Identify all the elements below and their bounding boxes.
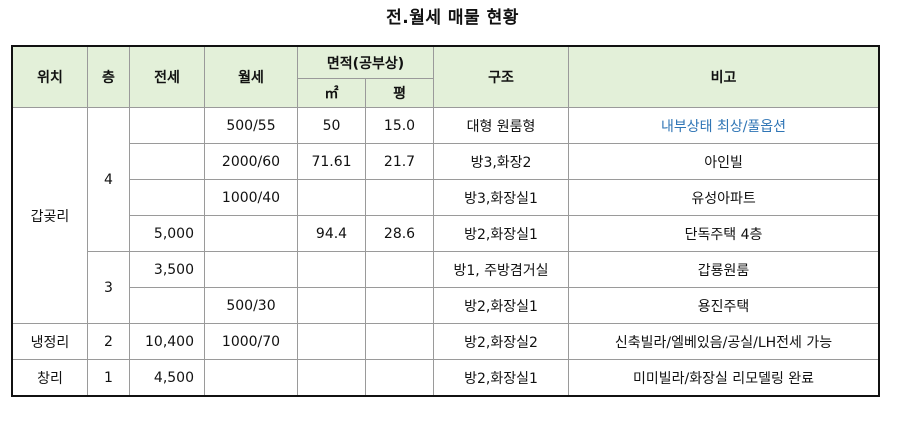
structure-cell: 방2,화장실1 (433, 287, 570, 324)
wolse-cell: 1000/40 (204, 179, 298, 216)
structure-cell: 방2,화장실2 (433, 323, 570, 360)
table-row: 1000/40 방3,화장실1 유성아파트 (13, 179, 880, 216)
header-structure: 구조 (433, 46, 570, 108)
wolse-cell (204, 359, 298, 396)
area-m2-cell: 50 (297, 107, 366, 144)
note-cell: 미미빌라/화장실 리모델링 완료 (568, 359, 880, 396)
area-pyeong-cell: 28.6 (364, 215, 435, 252)
wolse-cell: 1000/70 (204, 323, 298, 360)
header-area-m2: ㎡ (297, 78, 366, 108)
structure-cell: 방2,화장실1 (433, 359, 570, 396)
location-cell: 냉정리 (12, 323, 88, 360)
structure-cell: 대형 원룸형 (433, 107, 570, 144)
area-pyeong-cell: 15.0 (364, 107, 435, 144)
note-cell: 내부상태 최상/풀옵션 (568, 107, 880, 144)
jeonse-cell: 3,500 (129, 251, 205, 288)
table-row: 500/30 방2,화장실1 용진주택 (13, 287, 880, 324)
table-body: 갑곶리 4 500/55 50 15.0 대형 원룸형 내부상태 최상/풀옵션 … (12, 107, 880, 396)
floor-cell: 1 (87, 359, 130, 396)
wolse-cell: 2000/60 (204, 143, 298, 180)
area-m2-cell (297, 359, 366, 396)
note-cell: 단독주택 4층 (568, 215, 880, 252)
header-floor: 층 (87, 46, 130, 108)
wolse-cell (204, 251, 298, 288)
jeonse-cell: 10,400 (129, 323, 205, 360)
header-area-pyeong: 평 (364, 78, 435, 108)
wolse-cell: 500/30 (204, 287, 298, 324)
area-pyeong-cell (364, 179, 435, 216)
header-location: 위치 (12, 46, 88, 108)
table-row: 5,000 94.4 28.6 방2,화장실1 단독주택 4층 (13, 215, 880, 252)
note-cell: 아인빌 (568, 143, 880, 180)
listing-table: 위치 층 전세 월세 면적(공부상) 구조 비고 ㎡ 평 갑곶리 4 500/5… (12, 46, 880, 396)
area-m2-cell (297, 251, 366, 288)
area-m2-cell (297, 287, 366, 324)
structure-cell: 방1, 주방겸거실 (433, 251, 570, 288)
location-cell: 창리 (12, 359, 88, 396)
structure-cell: 방3,화장실1 (433, 179, 570, 216)
wolse-cell: 500/55 (204, 107, 298, 144)
area-m2-cell (297, 323, 366, 360)
location-cell: 갑곶리 (12, 107, 88, 324)
table-row: 냉정리 2 10,400 1000/70 방2,화장실2 신축빌라/엘베있음/공… (12, 323, 880, 360)
header-area: 면적(공부상) (296, 46, 435, 79)
wolse-cell (204, 215, 298, 252)
note-cell: 갑룡원룸 (568, 251, 880, 288)
area-m2-cell (297, 179, 366, 216)
jeonse-cell (129, 287, 205, 324)
jeonse-cell (129, 143, 205, 180)
floor-cell: 2 (87, 323, 130, 360)
table-row: 3 3,500 방1, 주방겸거실 갑룡원룸 (13, 251, 880, 324)
table-row: 창리 1 4,500 방2,화장실1 미미빌라/화장실 리모델링 완료 (12, 359, 880, 396)
note-cell: 용진주택 (568, 287, 880, 324)
area-pyeong-cell (364, 359, 435, 396)
note-cell: 유성아파트 (568, 179, 880, 216)
jeonse-cell: 4,500 (129, 359, 205, 396)
area-pyeong-cell: 21.7 (364, 143, 435, 180)
header-wolse: 월세 (204, 46, 298, 108)
area-pyeong-cell (364, 251, 435, 288)
jeonse-cell (129, 107, 205, 144)
note-cell: 신축빌라/엘베있음/공실/LH전세 가능 (568, 323, 880, 360)
structure-cell: 방3,화장2 (433, 143, 570, 180)
structure-cell: 방2,화장실1 (433, 215, 570, 252)
header-note: 비고 (568, 46, 880, 108)
table-row: 갑곶리 4 500/55 50 15.0 대형 원룸형 내부상태 최상/풀옵션 (12, 107, 880, 324)
floor-cell: 4 (87, 107, 130, 252)
floor-cell: 3 (87, 251, 130, 324)
area-pyeong-cell (364, 323, 435, 360)
page-title: 전.월세 매물 현황 (386, 8, 519, 28)
jeonse-cell (129, 179, 205, 216)
area-pyeong-cell (364, 287, 435, 324)
jeonse-cell: 5,000 (129, 215, 205, 252)
table-row: 2000/60 71.61 21.7 방3,화장2 아인빌 (13, 143, 880, 180)
area-m2-cell: 71.61 (297, 143, 366, 180)
header-jeonse: 전세 (129, 46, 205, 108)
area-m2-cell: 94.4 (297, 215, 366, 252)
table-header: 위치 층 전세 월세 면적(공부상) 구조 비고 ㎡ 평 (12, 46, 880, 108)
